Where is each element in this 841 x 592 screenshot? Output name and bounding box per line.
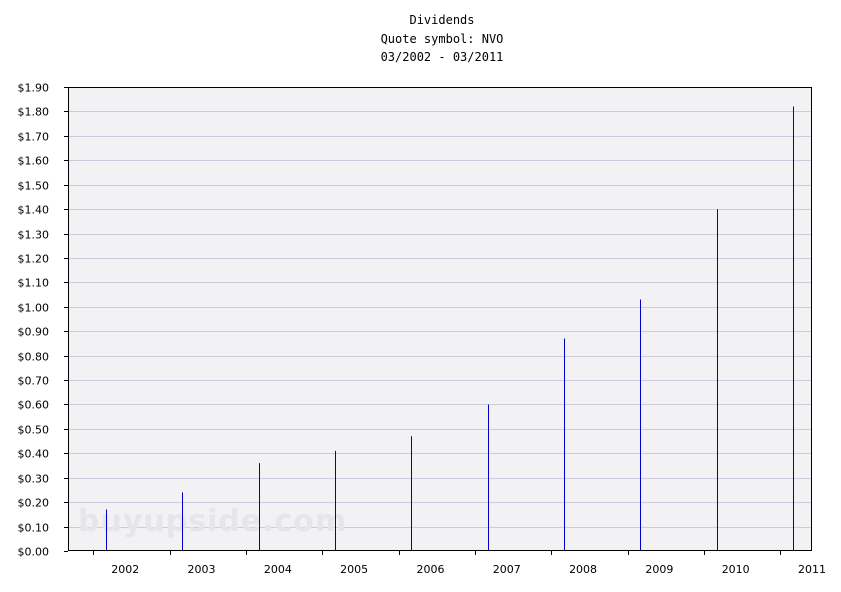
x-axis-ticks: 2002 2003 2004 2005 2006 2007 2008 2009 2010 2011 — [93, 551, 826, 576]
y-tick-label: $0.70 — [18, 375, 50, 388]
y-tick-label: $0.40 — [18, 448, 50, 461]
y-tick-label: $1.90 — [18, 82, 50, 95]
gridlines — [68, 87, 812, 528]
y-tick-label: $0.20 — [18, 497, 50, 510]
watermark: buyupside.com — [78, 504, 347, 539]
y-tick-label: $0.00 — [18, 546, 50, 559]
x-tick-label: 2009 — [645, 563, 673, 576]
chart-title: Dividends — [409, 13, 475, 27]
y-tick-label: $1.60 — [18, 155, 50, 168]
x-tick-label: 2007 — [493, 563, 521, 576]
y-tick-label: $0.90 — [18, 326, 50, 339]
x-tick-label: 2006 — [416, 563, 444, 576]
y-tick-label: $1.10 — [18, 277, 50, 290]
y-tick-label: $1.20 — [18, 253, 50, 266]
y-axis-ticks: $0.00 $0.10 $0.20 $0.30 $0.40 $0.50 $0.60 $0.70… — [18, 82, 68, 559]
y-tick-label: $0.80 — [18, 351, 50, 364]
y-tick-label: $1.40 — [18, 204, 50, 217]
chart-date-range: 03/2002 - 03/2011 — [380, 50, 504, 64]
x-tick-label: 2002 — [111, 563, 139, 576]
y-tick-label: $0.10 — [18, 522, 50, 535]
dividend-bars — [106, 106, 794, 551]
y-tick-label: $0.60 — [18, 399, 50, 412]
chart-titles: Dividends Quote symbol: NVO 03/2002 - 03… — [0, 11, 841, 67]
y-tick-label: $1.70 — [18, 131, 50, 144]
x-tick-label: 2010 — [722, 563, 750, 576]
chart-subtitle: Quote symbol: NVO — [380, 31, 504, 46]
x-tick-label: 2003 — [188, 563, 216, 576]
y-tick-label: $0.50 — [18, 424, 50, 437]
x-tick-label: 2008 — [569, 563, 597, 576]
x-tick-label: 2005 — [340, 563, 368, 576]
y-tick-label: $1.80 — [18, 106, 50, 119]
y-tick-label: $1.50 — [18, 180, 50, 193]
y-tick-label: $1.30 — [18, 229, 50, 242]
x-tick-label: 2004 — [264, 563, 292, 576]
y-tick-label: $0.30 — [18, 473, 50, 486]
plot-frame — [68, 87, 812, 551]
plot-area — [68, 87, 812, 551]
x-tick-label: 2011 — [798, 563, 826, 576]
y-tick-label: $1.00 — [18, 302, 50, 315]
